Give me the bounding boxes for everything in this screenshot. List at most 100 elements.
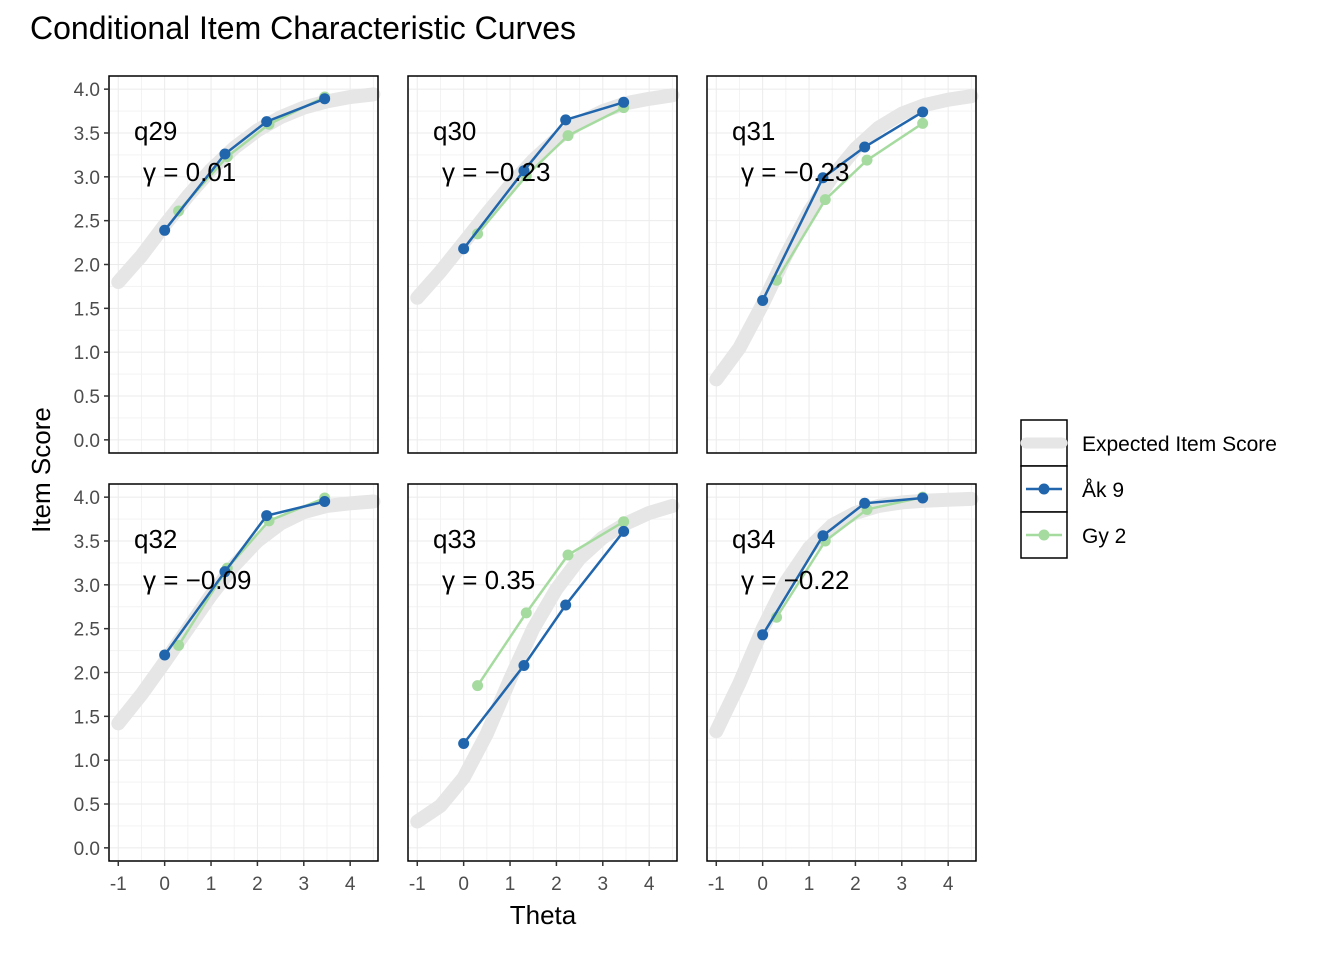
x-tick-label: 1 (505, 874, 516, 895)
ak9-point (518, 165, 530, 177)
x-tick-label: 4 (943, 874, 954, 895)
ak9-point (917, 106, 929, 118)
ak9-line (163, 500, 325, 656)
x-tick-label: 3 (598, 874, 609, 895)
ak9-point (859, 141, 871, 153)
x-tick-label: 0 (757, 874, 768, 895)
panel-border (706, 483, 977, 862)
y-tick-label: 3.0 (74, 168, 100, 189)
x-tick-label: 1 (804, 874, 815, 895)
ak9-point (458, 243, 470, 255)
expected-score-curve (410, 498, 680, 829)
x-tick-label: 2 (252, 874, 263, 895)
panel-q31: q31 γ = −0.23 (706, 75, 979, 454)
ak9-line (761, 496, 923, 636)
y-tick-label: 0.0 (74, 431, 100, 452)
gy2-point (520, 607, 532, 619)
gy2-point (562, 549, 574, 561)
y-tick-label: 1.5 (74, 707, 100, 728)
y-tick-label: 3.5 (74, 532, 100, 553)
x-tick-label: 1 (206, 874, 217, 895)
ak9-point (159, 224, 171, 236)
y-tick-label: 1.0 (74, 343, 100, 364)
x-tick-label: -1 (110, 874, 127, 895)
y-tick-label: 4.0 (74, 80, 100, 101)
panel-q32: q32 γ = −0.09 0.0 0.5 1.0 1.5 2.0 2.5 3.0 3.5 4.0 -… (74, 483, 381, 895)
gy2-point (562, 130, 574, 142)
gy2-line (775, 495, 923, 618)
legend-item-ak9: Åk 9 (1020, 465, 1124, 513)
ak9-point (817, 530, 829, 542)
item-label: q33 (433, 524, 476, 554)
y-tick-label: 1.5 (74, 299, 100, 320)
x-axis-title: Theta (510, 900, 577, 930)
y-tick-label: 0.0 (74, 839, 100, 860)
ak9-point (560, 599, 572, 611)
ak9-point (219, 566, 231, 578)
panel-border (706, 75, 977, 454)
gamma-label: γ = −0.23 (741, 157, 849, 187)
panel-q29: q29 γ = 0.01 0.0 0.5 1.0 1.5 2.0 2.5 3.0 3.5 4.0 (74, 75, 381, 454)
chart-title: Conditional Item Characteristic Curves (30, 10, 576, 46)
ak9-line (761, 110, 924, 301)
y-tick-label: 3.0 (74, 576, 100, 597)
ak9-point (159, 649, 171, 661)
expected-score-curve (111, 494, 381, 731)
gy2-point (472, 680, 484, 692)
gamma-label: γ = 0.35 (442, 565, 535, 595)
y-tick-label: 1.0 (74, 751, 100, 772)
item-label: q32 (134, 524, 177, 554)
legend: Expected Item Score Åk 9 Gy 2 (1020, 419, 1277, 559)
ak9-line (163, 97, 326, 232)
ak9-point (560, 114, 572, 126)
x-tick-label: -1 (409, 874, 426, 895)
x-tick-label: -1 (708, 874, 725, 895)
item-label: q30 (433, 116, 476, 146)
x-tick-label: 4 (644, 874, 655, 895)
gy2-point (618, 516, 630, 528)
gy2-point (173, 639, 185, 651)
gamma-label: γ = 0.01 (143, 157, 236, 187)
y-tick-label: 3.5 (74, 124, 100, 145)
legend-label: Expected Item Score (1082, 433, 1277, 456)
legend-item-expected: Expected Item Score (1020, 419, 1277, 467)
ak9-point (757, 629, 769, 641)
y-tick-label: 2.0 (74, 664, 100, 685)
ak9-point (757, 294, 769, 306)
panel-q33: q33 γ = 0.35 -1 0 1 2 3 4 (407, 483, 680, 895)
y-tick-label: 2.5 (74, 620, 100, 641)
x-tick-label: 4 (345, 874, 356, 895)
y-tick-label: 0.5 (74, 387, 100, 408)
ak9-point (618, 525, 630, 537)
gy2-point (819, 194, 831, 206)
ak9-point (917, 492, 929, 504)
y-tick-label: 4.0 (74, 488, 100, 509)
ak9-line (462, 101, 625, 250)
legend-label: Gy 2 (1082, 525, 1126, 548)
x-tick-label: 3 (299, 874, 310, 895)
ak9-point (319, 93, 331, 105)
ak9-point (518, 659, 530, 671)
gamma-label: γ = −0.09 (143, 565, 251, 595)
x-tick-label: 0 (458, 874, 469, 895)
item-label: q31 (732, 116, 775, 146)
gamma-label: γ = −0.23 (442, 157, 550, 187)
x-tick-label: 2 (850, 874, 861, 895)
x-tick-label: 0 (159, 874, 170, 895)
gy2-line (476, 520, 625, 687)
gy2-line (476, 106, 625, 235)
panel-border (407, 483, 678, 862)
gamma-label: γ = −0.22 (741, 565, 849, 595)
ak9-line (462, 530, 625, 745)
y-axis-title: Item Score (26, 407, 56, 533)
y-tick-label: 2.0 (74, 256, 100, 277)
legend-label: Åk 9 (1082, 479, 1124, 502)
panel-q30: q30 γ = −0.23 (407, 75, 680, 454)
y-tick-label: 0.5 (74, 795, 100, 816)
gy2-point (861, 154, 873, 166)
y-tick-label: 2.5 (74, 212, 100, 233)
x-tick-label: 3 (897, 874, 908, 895)
ak9-point (261, 510, 273, 522)
